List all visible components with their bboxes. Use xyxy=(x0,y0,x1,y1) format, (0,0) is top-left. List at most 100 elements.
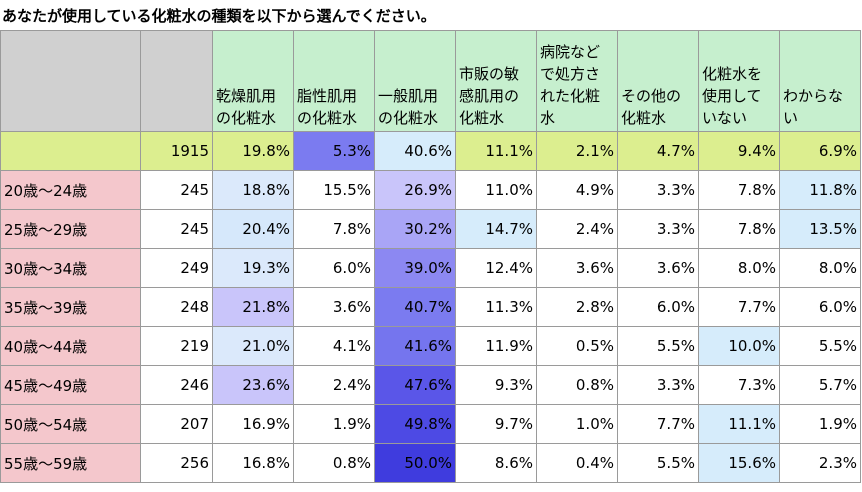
percent-cell: 21.8% xyxy=(212,287,294,327)
sample-size: 1915 xyxy=(140,131,213,171)
sample-size: 245 xyxy=(140,209,213,249)
percent-cell: 40.6% xyxy=(374,131,456,171)
percent-cell: 23.6% xyxy=(212,365,294,405)
row-label: 20歳～24歳 xyxy=(0,170,141,210)
percent-cell: 0.8% xyxy=(293,443,375,483)
percent-cell: 5.7% xyxy=(779,365,861,405)
row-label: 50歳～54歳 xyxy=(0,404,141,444)
column-header: 化粧水を使用していない xyxy=(698,30,780,132)
percent-cell: 47.6% xyxy=(374,365,456,405)
column-header: 市販の敏感肌用の化粧水 xyxy=(455,30,537,132)
percent-cell: 4.7% xyxy=(617,131,699,171)
percent-cell: 7.3% xyxy=(698,365,780,405)
percent-cell: 15.6% xyxy=(698,443,780,483)
percent-cell: 14.7% xyxy=(455,209,537,249)
table-body: 乾燥肌用の化粧水 脂性肌用の化粧水 一般肌用の化粧水 市販の敏感肌用の化粧水 病院などで… xyxy=(0,30,861,483)
row-label: 35歳～39歳 xyxy=(0,287,141,327)
percent-cell: 18.8% xyxy=(212,170,294,210)
percent-cell: 21.0% xyxy=(212,326,294,366)
percent-cell: 3.6% xyxy=(536,248,618,288)
percent-cell: 12.4% xyxy=(455,248,537,288)
percent-cell: 8.0% xyxy=(779,248,861,288)
percent-cell: 15.5% xyxy=(293,170,375,210)
table-row: 45歳～49歳 246 23.6% 2.4% 47.6% 9.3% 0.8% 3.3% 7.3%… xyxy=(0,365,861,405)
percent-cell: 3.3% xyxy=(617,209,699,249)
percent-cell: 1.0% xyxy=(536,404,618,444)
percent-cell: 13.5% xyxy=(779,209,861,249)
percent-cell: 7.8% xyxy=(293,209,375,249)
percent-cell: 7.8% xyxy=(698,209,780,249)
column-header: 脂性肌用の化粧水 xyxy=(293,30,375,132)
sample-size: 256 xyxy=(140,443,213,483)
row-label: 25歳～29歳 xyxy=(0,209,141,249)
percent-cell: 3.3% xyxy=(617,365,699,405)
percent-cell: 2.8% xyxy=(536,287,618,327)
percent-cell: 19.3% xyxy=(212,248,294,288)
percent-cell: 5.5% xyxy=(617,326,699,366)
table-row: 35歳～39歳 248 21.8% 3.6% 40.7% 11.3% 2.8% 6.0% 7.7… xyxy=(0,287,861,327)
percent-cell: 49.8% xyxy=(374,404,456,444)
percent-cell: 8.0% xyxy=(698,248,780,288)
percent-cell: 5.3% xyxy=(293,131,375,171)
percent-cell: 6.0% xyxy=(293,248,375,288)
percent-cell: 3.6% xyxy=(617,248,699,288)
percent-cell: 16.9% xyxy=(212,404,294,444)
percent-cell: 11.0% xyxy=(455,170,537,210)
percent-cell: 8.6% xyxy=(455,443,537,483)
percent-cell: 2.3% xyxy=(779,443,861,483)
column-header: 乾燥肌用の化粧水 xyxy=(212,30,294,132)
header-blank-label xyxy=(0,30,141,132)
sample-size: 249 xyxy=(140,248,213,288)
percent-cell: 16.8% xyxy=(212,443,294,483)
percent-cell: 11.1% xyxy=(455,131,537,171)
table-row: 40歳～44歳 219 21.0% 4.1% 41.6% 11.9% 0.5% 5.5% 10.… xyxy=(0,326,861,366)
row-label xyxy=(0,131,141,171)
table-title: あなたが使用している化粧水の種類を以下から選んでください。 xyxy=(2,7,436,25)
percent-cell: 50.0% xyxy=(374,443,456,483)
percent-cell: 9.4% xyxy=(698,131,780,171)
row-label: 40歳～44歳 xyxy=(0,326,141,366)
percent-cell: 0.5% xyxy=(536,326,618,366)
percent-cell: 39.0% xyxy=(374,248,456,288)
percent-cell: 1.9% xyxy=(779,404,861,444)
column-header: 病院などで処方された化粧水 xyxy=(536,30,618,132)
percent-cell: 9.3% xyxy=(455,365,537,405)
total-row: 1915 19.8% 5.3% 40.6% 11.1% 2.1% 4.7% 9.4% 6.9% xyxy=(0,131,861,171)
percent-cell: 2.1% xyxy=(536,131,618,171)
percent-cell: 6.9% xyxy=(779,131,861,171)
percent-cell: 4.1% xyxy=(293,326,375,366)
percent-cell: 1.9% xyxy=(293,404,375,444)
percent-cell: 41.6% xyxy=(374,326,456,366)
table-row: 30歳～34歳 249 19.3% 6.0% 39.0% 12.4% 3.6% 3.6% 8.0… xyxy=(0,248,861,288)
percent-cell: 9.7% xyxy=(455,404,537,444)
percent-cell: 4.9% xyxy=(536,170,618,210)
sample-size: 246 xyxy=(140,365,213,405)
percent-cell: 11.8% xyxy=(779,170,861,210)
percent-cell: 26.9% xyxy=(374,170,456,210)
column-header: 一般肌用の化粧水 xyxy=(374,30,456,132)
column-header: その他の化粧水 xyxy=(617,30,699,132)
percent-cell: 6.0% xyxy=(779,287,861,327)
row-label: 30歳～34歳 xyxy=(0,248,141,288)
table-row: 50歳～54歳 207 16.9% 1.9% 49.8% 9.7% 1.0% 7.7% 11.1… xyxy=(0,404,861,444)
header-row: 乾燥肌用の化粧水 脂性肌用の化粧水 一般肌用の化粧水 市販の敏感肌用の化粧水 病院などで… xyxy=(0,30,861,132)
percent-cell: 40.7% xyxy=(374,287,456,327)
percent-cell: 7.8% xyxy=(698,170,780,210)
percent-cell: 6.0% xyxy=(617,287,699,327)
table-row: 55歳～59歳 256 16.8% 0.8% 50.0% 8.6% 0.4% 5.5% 15.6… xyxy=(0,443,861,483)
percent-cell: 20.4% xyxy=(212,209,294,249)
percent-cell: 11.1% xyxy=(698,404,780,444)
sample-size: 248 xyxy=(140,287,213,327)
percent-cell: 11.9% xyxy=(455,326,537,366)
table-row: 20歳～24歳 245 18.8% 15.5% 26.9% 11.0% 4.9% 3.3% 7.… xyxy=(0,170,861,210)
sample-size: 207 xyxy=(140,404,213,444)
percent-cell: 3.3% xyxy=(617,170,699,210)
percent-cell: 10.0% xyxy=(698,326,780,366)
percent-cell: 5.5% xyxy=(617,443,699,483)
percent-cell: 2.4% xyxy=(536,209,618,249)
percent-cell: 30.2% xyxy=(374,209,456,249)
crosstab-table: 乾燥肌用の化粧水 脂性肌用の化粧水 一般肌用の化粧水 市販の敏感肌用の化粧水 病院などで… xyxy=(0,30,861,483)
row-label: 55歳～59歳 xyxy=(0,443,141,483)
sample-size: 219 xyxy=(140,326,213,366)
percent-cell: 11.3% xyxy=(455,287,537,327)
